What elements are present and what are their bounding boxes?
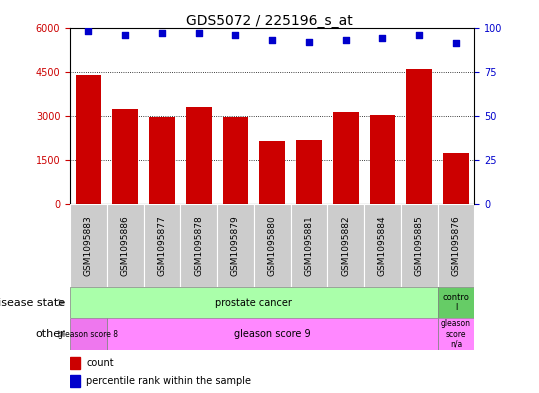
Bar <box>291 204 327 287</box>
Bar <box>254 204 291 287</box>
Bar <box>223 116 248 204</box>
Point <box>84 28 93 34</box>
Point <box>157 29 166 36</box>
Bar <box>186 107 211 204</box>
Text: GSM1095876: GSM1095876 <box>452 215 460 276</box>
Bar <box>333 112 358 204</box>
Point <box>341 37 350 43</box>
Point <box>121 31 129 38</box>
Text: count: count <box>86 358 114 368</box>
Bar <box>107 318 438 350</box>
Point <box>452 40 460 47</box>
Text: prostate cancer: prostate cancer <box>216 298 292 308</box>
Text: GDS5072 / 225196_s_at: GDS5072 / 225196_s_at <box>186 14 353 28</box>
Text: GSM1095883: GSM1095883 <box>84 215 93 276</box>
Text: contro
l: contro l <box>443 293 469 312</box>
Bar <box>438 204 474 287</box>
Point <box>195 29 203 36</box>
Text: GSM1095879: GSM1095879 <box>231 215 240 276</box>
Bar <box>364 204 401 287</box>
Text: GSM1095884: GSM1095884 <box>378 215 387 276</box>
Bar <box>438 318 474 350</box>
Bar <box>370 116 395 204</box>
Bar <box>217 204 254 287</box>
Bar <box>107 204 143 287</box>
Bar <box>70 318 107 350</box>
Text: disease state: disease state <box>0 298 65 308</box>
Point <box>415 31 424 38</box>
Bar <box>181 204 217 287</box>
Bar <box>406 69 432 204</box>
Text: gleason score 9: gleason score 9 <box>234 329 310 339</box>
Text: GSM1095881: GSM1095881 <box>305 215 314 276</box>
Bar <box>327 204 364 287</box>
Text: GSM1095886: GSM1095886 <box>121 215 130 276</box>
Text: gleason score 8: gleason score 8 <box>58 330 119 338</box>
Text: GSM1095885: GSM1095885 <box>414 215 424 276</box>
Bar <box>70 357 80 369</box>
Point <box>268 37 277 43</box>
Point <box>305 39 313 45</box>
Bar <box>70 375 80 387</box>
Bar <box>259 141 285 204</box>
Bar <box>401 204 438 287</box>
Text: GSM1095878: GSM1095878 <box>194 215 203 276</box>
Text: other: other <box>35 329 65 339</box>
Bar <box>438 287 474 318</box>
Bar <box>149 118 175 204</box>
Point <box>378 35 387 41</box>
Bar <box>296 140 322 204</box>
Text: GSM1095880: GSM1095880 <box>268 215 277 276</box>
Point <box>231 31 240 38</box>
Text: GSM1095882: GSM1095882 <box>341 215 350 276</box>
Text: gleason
score
n/a: gleason score n/a <box>441 319 471 349</box>
Text: percentile rank within the sample: percentile rank within the sample <box>86 376 251 386</box>
Bar <box>70 204 107 287</box>
Bar <box>112 108 138 204</box>
Bar <box>75 75 101 204</box>
Text: GSM1095877: GSM1095877 <box>157 215 167 276</box>
Bar <box>143 204 181 287</box>
Bar <box>443 153 469 204</box>
